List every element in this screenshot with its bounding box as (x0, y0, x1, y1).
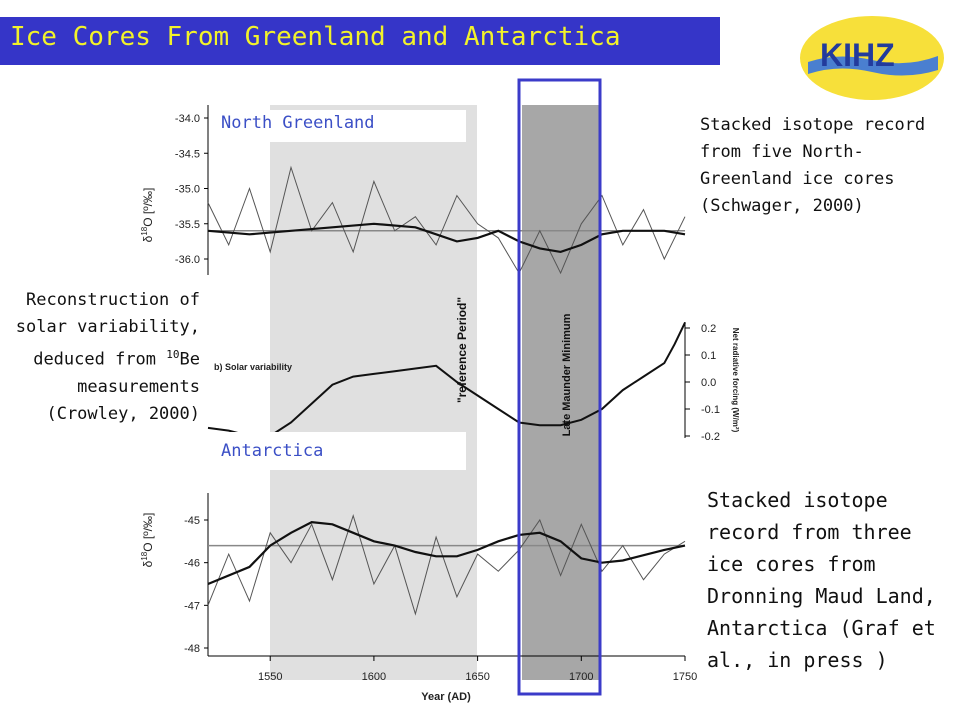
ant-ylabel-post: O [º/‰] (141, 513, 155, 552)
x-axis-label: Year (AD) (421, 691, 471, 703)
ng-ytick-label: -35.5 (175, 219, 200, 231)
ng-smoothed-series (207, 222, 686, 254)
reference-period-label: "reference Period" (455, 297, 469, 403)
ng-ytick-label: -34.5 (175, 148, 200, 160)
solar-panel-title: b) Solar variability (214, 362, 292, 372)
x-tick-label: 1700 (569, 671, 593, 683)
solar-caption: Reconstruction of solar variability, ded… (8, 287, 200, 428)
solar-caption-pre: Reconstruction of solar variability, ded… (15, 290, 200, 370)
ng-raw-series (207, 165, 686, 275)
x-tick-label: 1550 (258, 671, 282, 683)
ant-ytick-label: -47 (184, 600, 200, 612)
solar-ytick-label: -0.1 (701, 404, 720, 416)
solar-caption-sup: 10 (166, 348, 180, 361)
solar-ytick-label: -0.2 (701, 431, 720, 443)
late-maunder-label: Late Maunder Minimum (561, 313, 573, 436)
ant-ylabel-sup: 18 (140, 551, 149, 560)
solar-ylabel: Net radiative forcing (W/m²) (731, 328, 740, 433)
x-tick-label: 1600 (362, 671, 386, 683)
ng-ytick-label: -35.0 (175, 184, 200, 196)
slide-title: Ice Cores From Greenland and Antarctica (10, 22, 621, 52)
logo-text: KIHZ (820, 37, 895, 73)
solar-ytick-label: 0.2 (701, 323, 716, 335)
antarctica-label: Antarctica (221, 441, 324, 461)
ng-ylabel-sup: 18 (140, 226, 149, 235)
north-greenland-label: North Greenland (221, 113, 375, 133)
late-maunder-shade (522, 105, 599, 680)
x-tick-label: 1750 (673, 671, 697, 683)
ant-ylabel: δ18O [º/‰] (140, 513, 155, 568)
ant-ytick-label: -48 (184, 643, 200, 655)
reference-period-shade (270, 105, 477, 680)
ant-ytick-label: -45 (184, 515, 200, 527)
kihz-logo: KIHZ (800, 16, 944, 100)
ng-ylabel: δ18O [º/‰] (140, 188, 155, 243)
solar-caption-post: Be measurements (Crowley, 2000) (46, 349, 200, 424)
ant-ylabel-pre: δ (141, 560, 155, 567)
title-bar: Ice Cores From Greenland and Antarctica (0, 17, 720, 65)
x-tick-label: 1650 (465, 671, 489, 683)
north-greenland-caption: Stacked isotope record from five North-G… (700, 115, 926, 216)
ng-ylabel-post: O [º/‰] (141, 188, 155, 227)
ng-ytick-label: -34.0 (175, 113, 200, 125)
late-maunder-box (517, 78, 602, 696)
ant-raw-series (207, 514, 686, 616)
ant-smoothed-series (207, 520, 686, 586)
solar-ytick-label: 0.0 (701, 377, 716, 389)
solar-ytick-label: 0.1 (701, 350, 716, 362)
ant-ytick-label: -46 (184, 558, 200, 570)
ng-ytick-label: -36.0 (175, 254, 200, 266)
antarctica-caption: Stacked isotope record from three ice co… (707, 488, 936, 672)
ng-ylabel-pre: δ (141, 235, 155, 242)
solar-series (207, 322, 686, 437)
